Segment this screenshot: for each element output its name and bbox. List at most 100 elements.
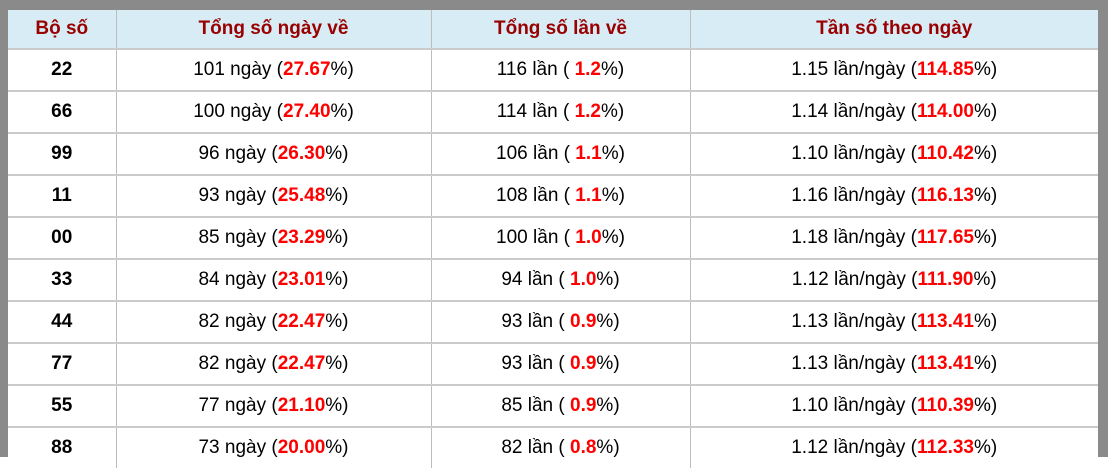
times-suffix: %) — [601, 143, 625, 164]
col-header-total-times: Tổng số lần về — [430, 10, 690, 49]
times-percent: 1.0 — [570, 269, 597, 290]
frequency-percent: 113.41 — [916, 311, 975, 332]
table-row: 99 96 ngày (26.30%) 106 lần ( 1.1%) 1.10… — [8, 132, 1098, 175]
times-suffix: %) — [601, 101, 625, 122]
times-suffix: %) — [601, 59, 625, 80]
frequency-percent: 112.33 — [916, 437, 975, 458]
total-days-cell: 82 ngày (22.47%) — [115, 300, 431, 343]
days-percent: 23.29 — [277, 227, 326, 248]
table-row: 55 77 ngày (21.10%) 85 lần ( 0.9%) 1.10 … — [8, 384, 1098, 427]
days-suffix: %) — [325, 185, 349, 206]
frequency-suffix: %) — [973, 269, 997, 290]
frequency-text: 1.16 lần/ngày ( — [791, 185, 917, 206]
col-header-total-days: Tổng số ngày về — [115, 10, 431, 49]
total-days-cell: 96 ngày (26.30%) — [115, 132, 431, 175]
pair-number: 22 — [8, 48, 116, 91]
days-suffix: %) — [325, 311, 349, 332]
total-days-cell: 85 ngày (23.29%) — [115, 216, 431, 259]
frequency-suffix: %) — [974, 143, 998, 164]
total-days-cell: 100 ngày (27.40%) — [115, 90, 431, 133]
times-percent: 0.9 — [570, 395, 597, 416]
frequency-percent: 110.39 — [916, 395, 975, 416]
frequency-suffix: %) — [974, 311, 998, 332]
times-text: 100 lần ( — [496, 227, 576, 248]
col-header-frequency: Tần số theo ngày — [689, 10, 1098, 49]
frequency-percent: 114.00 — [916, 101, 975, 122]
times-suffix: %) — [596, 269, 620, 290]
frequency-cell: 1.12 lần/ngày (111.90%) — [689, 258, 1098, 301]
frequency-text: 1.13 lần/ngày ( — [791, 353, 917, 374]
times-percent: 0.8 — [570, 437, 597, 458]
times-suffix: %) — [596, 311, 620, 332]
pair-number: 66 — [8, 90, 116, 133]
frequency-cell: 1.10 lần/ngày (110.42%) — [689, 132, 1098, 175]
times-suffix: %) — [601, 185, 625, 206]
total-days-cell: 93 ngày (25.48%) — [115, 174, 431, 217]
frequency-text: 1.13 lần/ngày ( — [791, 311, 917, 332]
lottery-stats-table: Bộ số Tổng số ngày về Tổng số lần về Tần… — [8, 10, 1098, 468]
days-suffix: %) — [330, 101, 354, 122]
total-times-cell: 93 lần ( 0.9%) — [430, 342, 690, 385]
times-suffix: %) — [596, 353, 620, 374]
times-percent: 1.1 — [575, 143, 602, 164]
pair-number: 44 — [8, 300, 116, 343]
frequency-cell: 1.13 lần/ngày (113.41%) — [689, 300, 1098, 343]
frequency-percent: 117.65 — [916, 227, 975, 248]
pair-number: 33 — [8, 258, 116, 301]
table-row: 66 100 ngày (27.40%) 114 lần ( 1.2%) 1.1… — [8, 90, 1098, 133]
frequency-suffix: %) — [974, 185, 998, 206]
frequency-cell: 1.15 lần/ngày (114.85%) — [689, 48, 1098, 91]
times-text: 108 lần ( — [496, 185, 576, 206]
days-percent: 25.48 — [277, 185, 326, 206]
days-suffix: %) — [325, 437, 349, 458]
times-text: 116 lần ( — [496, 59, 575, 80]
frequency-suffix: %) — [974, 437, 998, 458]
frequency-cell: 1.18 lần/ngày (117.65%) — [689, 216, 1098, 259]
table-row: 11 93 ngày (25.48%) 108 lần ( 1.1%) 1.16… — [8, 174, 1098, 217]
total-times-cell: 100 lần ( 1.0%) — [430, 216, 690, 259]
days-suffix: %) — [325, 395, 349, 416]
times-text: 85 lần ( — [501, 395, 570, 416]
days-text: 100 ngày ( — [193, 101, 283, 122]
days-percent: 20.00 — [277, 437, 326, 458]
total-times-cell: 106 lần ( 1.1%) — [430, 132, 690, 175]
frequency-percent: 113.41 — [916, 353, 975, 374]
days-suffix: %) — [325, 227, 349, 248]
frequency-cell: 1.10 lần/ngày (110.39%) — [689, 384, 1098, 427]
times-percent: 1.0 — [575, 227, 602, 248]
pair-number: 00 — [8, 216, 116, 259]
days-percent: 27.40 — [283, 101, 331, 122]
times-text: 114 lần ( — [496, 101, 575, 122]
frequency-percent: 110.42 — [916, 143, 975, 164]
days-percent: 26.30 — [277, 143, 326, 164]
table-row: 33 84 ngày (23.01%) 94 lần ( 1.0%) 1.12 … — [8, 258, 1098, 301]
days-suffix: %) — [325, 353, 349, 374]
total-times-cell: 82 lần ( 0.8%) — [430, 426, 690, 468]
times-percent: 1.2 — [574, 59, 601, 80]
frequency-percent: 111.90 — [917, 269, 974, 290]
frequency-suffix: %) — [974, 59, 998, 80]
total-days-cell: 82 ngày (22.47%) — [115, 342, 431, 385]
frequency-percent: 114.85 — [916, 59, 975, 80]
times-text: 94 lần ( — [501, 269, 570, 290]
frequency-percent: 116.13 — [916, 185, 975, 206]
days-suffix: %) — [325, 269, 349, 290]
frequency-text: 1.14 lần/ngày ( — [791, 101, 917, 122]
days-text: 101 ngày ( — [193, 59, 283, 80]
total-days-cell: 101 ngày (27.67%) — [115, 48, 431, 91]
days-percent: 22.47 — [277, 311, 326, 332]
header-row: Bộ số Tổng số ngày về Tổng số lần về Tần… — [8, 10, 1098, 49]
times-text: 106 lần ( — [496, 143, 576, 164]
table-row: 00 85 ngày (23.29%) 100 lần ( 1.0%) 1.18… — [8, 216, 1098, 259]
frequency-suffix: %) — [974, 353, 998, 374]
total-times-cell: 114 lần ( 1.2%) — [430, 90, 690, 133]
frequency-cell: 1.12 lần/ngày (112.33%) — [689, 426, 1098, 468]
table-header: Bộ số Tổng số ngày về Tổng số lần về Tần… — [8, 10, 1098, 49]
table-row: 77 82 ngày (22.47%) 93 lần ( 0.9%) 1.13 … — [8, 342, 1098, 385]
frequency-text: 1.15 lần/ngày ( — [791, 59, 917, 80]
days-percent: 22.47 — [277, 353, 326, 374]
times-text: 93 lần ( — [501, 353, 570, 374]
total-times-cell: 93 lần ( 0.9%) — [430, 300, 690, 343]
frequency-text: 1.10 lần/ngày ( — [791, 143, 917, 164]
days-text: 96 ngày ( — [198, 143, 278, 164]
